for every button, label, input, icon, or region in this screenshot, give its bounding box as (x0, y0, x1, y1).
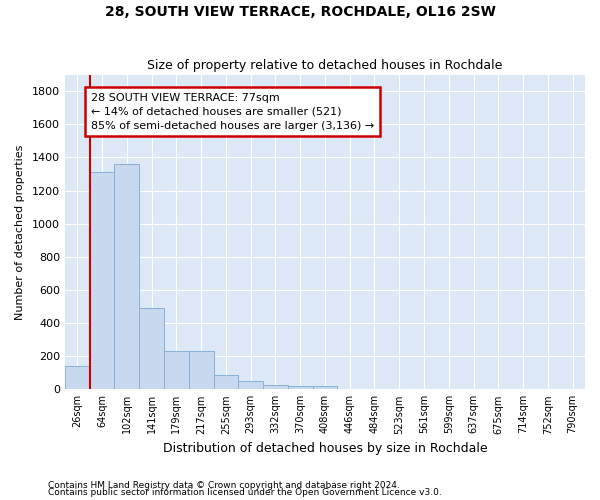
Bar (238, 381, 263, 390)
Bar (139, 308, 164, 390)
Bar (263, 385, 288, 390)
Title: Size of property relative to detached houses in Rochdale: Size of property relative to detached ho… (147, 59, 503, 72)
X-axis label: Distribution of detached houses by size in Rochdale: Distribution of detached houses by size … (163, 442, 487, 455)
Bar (65, 366, 89, 390)
Bar (164, 351, 189, 390)
Text: Contains public sector information licensed under the Open Government Licence v3: Contains public sector information licen… (48, 488, 442, 497)
Bar (115, 164, 139, 390)
Bar (189, 351, 214, 390)
Text: Contains HM Land Registry data © Crown copyright and database right 2024.: Contains HM Land Registry data © Crown c… (48, 480, 400, 490)
Y-axis label: Number of detached properties: Number of detached properties (15, 144, 25, 320)
Bar (214, 375, 238, 390)
Bar (313, 386, 337, 390)
Text: 28, SOUTH VIEW TERRACE, ROCHDALE, OL16 2SW: 28, SOUTH VIEW TERRACE, ROCHDALE, OL16 2… (104, 5, 496, 19)
Bar (288, 386, 313, 390)
Bar (89, 172, 115, 390)
Text: 28 SOUTH VIEW TERRACE: 77sqm
← 14% of detached houses are smaller (521)
85% of s: 28 SOUTH VIEW TERRACE: 77sqm ← 14% of de… (91, 93, 374, 131)
